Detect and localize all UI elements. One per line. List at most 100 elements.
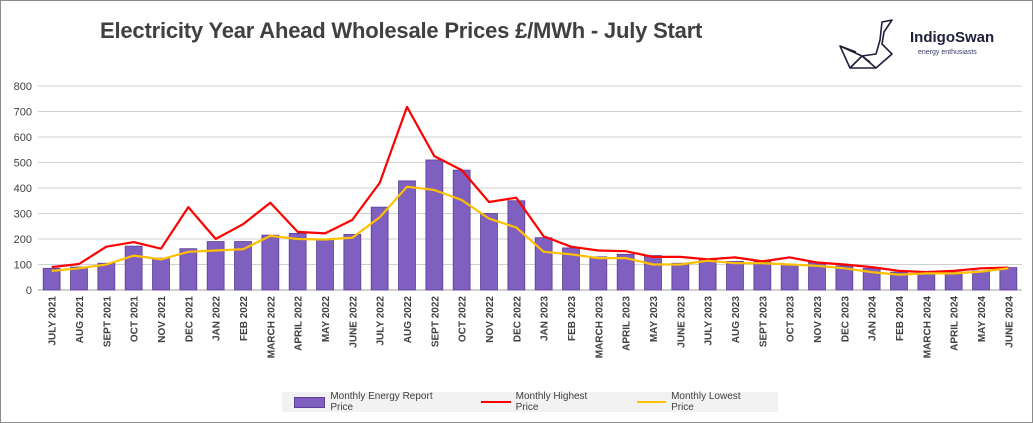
y-tick-label: 700: [14, 107, 32, 119]
bar: [452, 169, 471, 291]
x-tick-label: MAY 2023: [649, 296, 660, 343]
bar: [890, 271, 908, 291]
x-tick-label: AUG 2022: [403, 296, 414, 344]
bar: [425, 159, 444, 291]
y-tick-label: 600: [14, 132, 32, 144]
chart-title: Electricity Year Ahead Wholesale Prices …: [100, 18, 703, 43]
x-tick-label: FEB 2023: [567, 296, 578, 341]
legend-swatch-bar: [294, 396, 326, 408]
bars: [42, 159, 1018, 291]
legend-item-report-price: Monthly Energy Report Price: [294, 391, 455, 413]
bar: [370, 206, 389, 291]
bar: [534, 237, 553, 291]
bar: [917, 272, 936, 291]
x-tick-label: OCT 2021: [130, 296, 141, 343]
x-tick-label: JULY 2022: [376, 296, 387, 346]
bar: [261, 234, 280, 291]
y-tick-label: 800: [14, 81, 32, 93]
x-tick-label: MARCH 2022: [266, 296, 277, 359]
series-lines: [51, 105, 1009, 276]
logo: IndigoSwan energy enthusiasts: [836, 18, 1016, 74]
bar: [616, 253, 635, 291]
x-tick-label: NOV 2022: [485, 296, 496, 343]
logo-name: IndigoSwan: [910, 29, 995, 46]
bar: [999, 267, 1018, 291]
bar: [288, 232, 307, 291]
series-line-monthly-lowest-price: [51, 185, 1009, 276]
bar: [97, 262, 116, 291]
bar: [589, 256, 608, 291]
bar: [70, 266, 88, 291]
x-tick-label: JULY 2021: [48, 296, 59, 346]
bar: [698, 258, 717, 291]
x-tick-label: AUG 2021: [75, 296, 86, 344]
bar: [644, 255, 662, 291]
bar: [343, 234, 362, 291]
legend-swatch-line-yellow: [636, 401, 667, 403]
bar: [179, 248, 198, 291]
bar: [562, 247, 580, 291]
bar: [42, 267, 61, 291]
bar: [944, 271, 963, 291]
legend-label: Monthly Energy Report Price: [330, 391, 433, 413]
legend-label: Monthly Highest Price: [515, 391, 588, 413]
x-tick-label: JAN 2022: [212, 296, 223, 341]
x-tick-label: JUNE 2024: [1004, 296, 1015, 348]
x-tick-label: MAY 2024: [977, 296, 988, 343]
x-tick-label: APRIL 2022: [294, 296, 305, 351]
bar: [152, 257, 170, 291]
y-tick-label: 500: [14, 158, 32, 170]
y-tick-label: 100: [14, 260, 32, 272]
x-tick-label: OCT 2023: [786, 296, 797, 343]
bar: [398, 180, 416, 291]
legend-label: Monthly Lowest Price: [671, 391, 741, 413]
y-tick-label: 200: [14, 234, 32, 246]
x-tick-label: JAN 2024: [868, 296, 879, 341]
x-tick-label: AUG 2023: [731, 296, 742, 344]
x-tick-label: JUNE 2023: [676, 296, 687, 348]
x-tick-label: SEPT 2021: [102, 296, 113, 348]
x-tick-label: DEC 2021: [184, 296, 195, 343]
x-tick-label: APRIL 2024: [950, 296, 961, 351]
bar: [726, 261, 744, 291]
bar: [753, 261, 772, 291]
y-tick-label: 300: [14, 209, 32, 221]
bar: [780, 264, 799, 291]
swan-logo-icon: [839, 19, 893, 69]
bar: [316, 238, 334, 291]
x-axis-ticks: JULY 2021 AUG 2021 SEPT 2021 OCT 2021 NOV 20…: [48, 296, 1016, 359]
y-tick-label: 400: [14, 183, 32, 195]
gridlines: [38, 85, 1022, 291]
x-tick-label: NOV 2023: [813, 296, 824, 343]
bar: [234, 241, 252, 291]
x-tick-label: DEC 2022: [512, 296, 523, 343]
x-tick-label: NOV 2021: [157, 296, 168, 343]
y-tick-label: 0: [26, 285, 32, 297]
bar: [862, 267, 881, 291]
y-axis-ticks: 0 100 200 300 400 500 600 700 800: [14, 81, 32, 297]
x-tick-label: FEB 2022: [239, 296, 250, 341]
legend-item-lowest-price: Monthly Lowest Price: [636, 391, 764, 413]
bar: [507, 200, 526, 291]
bar: [480, 213, 498, 291]
legend: Monthly Energy Report Price Monthly High…: [282, 391, 778, 413]
x-tick-label: MARCH 2023: [594, 296, 605, 359]
x-tick-label: MARCH 2024: [922, 296, 933, 359]
bar: [124, 245, 143, 291]
x-tick-label: SEPT 2023: [758, 296, 769, 348]
x-tick-label: APRIL 2023: [622, 296, 633, 351]
bar: [671, 262, 690, 291]
bar: [972, 270, 990, 291]
x-tick-label: JUNE 2022: [348, 296, 359, 348]
x-tick-label: JULY 2023: [704, 296, 715, 346]
legend-swatch-line-red: [481, 401, 511, 403]
x-tick-label: OCT 2022: [458, 296, 469, 343]
series-line-monthly-highest-price: [51, 105, 1009, 274]
x-tick-label: DEC 2023: [840, 296, 851, 343]
x-tick-label: JAN 2023: [540, 296, 551, 341]
bar: [835, 265, 854, 291]
x-tick-label: FEB 2024: [895, 296, 906, 341]
legend-item-highest-price: Monthly Highest Price: [481, 391, 610, 413]
logo-tagline: energy enthusiasts: [918, 49, 977, 56]
